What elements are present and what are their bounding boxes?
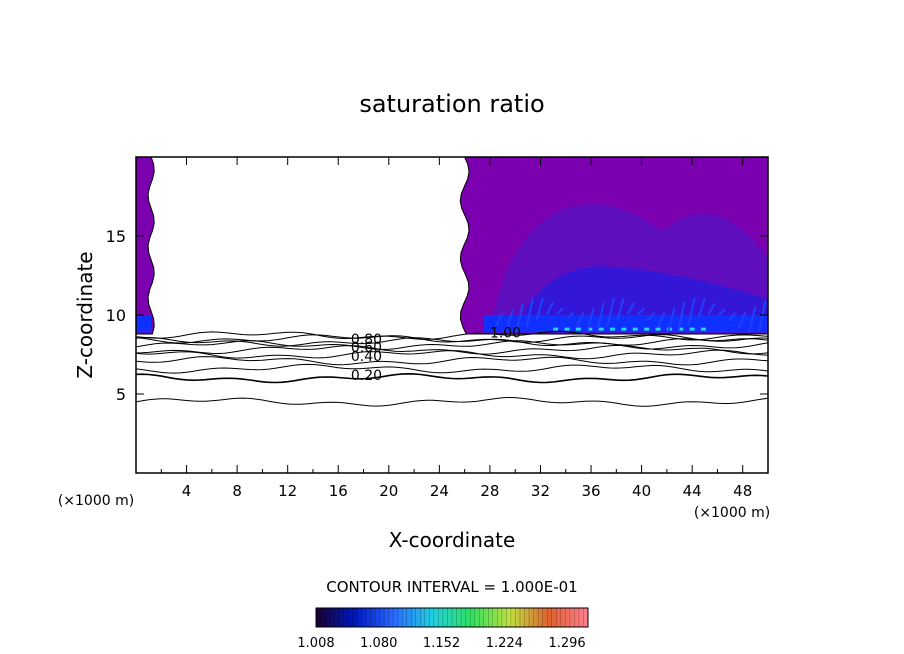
- x-tick-label: 16: [329, 482, 348, 500]
- turbulence-streak: [616, 297, 625, 320]
- turbulence-streak: [566, 311, 575, 320]
- contour-line: [136, 334, 768, 344]
- turbulence-streak: [576, 312, 585, 327]
- highlight-speck: [632, 327, 638, 331]
- turbulence-streak: [525, 298, 534, 328]
- turbulence-streak: [657, 312, 666, 328]
- turbulence-streak: [637, 308, 645, 316]
- contour-line: [136, 330, 768, 341]
- contour-label: 0.60: [351, 340, 382, 356]
- x-tick-label: 44: [683, 482, 702, 500]
- saturation-base-band-left: [136, 315, 152, 333]
- turbulence-streak: [647, 312, 655, 321]
- y-axis-label: Z-coordinate: [73, 251, 97, 378]
- contour-line: [136, 344, 768, 355]
- supersaturation-fill: [136, 157, 768, 335]
- turbulence-streak: [758, 300, 767, 331]
- turbulence-streak: [556, 307, 564, 315]
- contour-line: [136, 372, 768, 384]
- turbulence-streak: [535, 297, 544, 321]
- turbulence-streak: [545, 301, 555, 315]
- highlight-speck: [564, 327, 570, 331]
- turbulence-streak: [697, 298, 706, 319]
- highlight-speck: [689, 327, 695, 331]
- x-axis-label: X-coordinate: [389, 528, 516, 552]
- turbulence-streak: [596, 302, 605, 332]
- turbulence-streak: [626, 302, 635, 315]
- turbulence-streak: [606, 298, 615, 327]
- turbulence-streak: [586, 308, 595, 332]
- turbulence-streak: [495, 312, 504, 326]
- x-tick-label: 36: [581, 482, 600, 500]
- highlight-speck: [644, 327, 650, 331]
- y-tick-label: 5: [116, 385, 126, 404]
- highlight-speck: [701, 327, 707, 331]
- supersaturated-region: [136, 157, 155, 335]
- contour-labels: 0.20 0.400.600.80 1.00: [351, 326, 521, 385]
- y-axis-ticks: 5 10 15: [106, 227, 768, 404]
- x-tick-label: 48: [733, 482, 752, 500]
- highlight-speck: [575, 327, 581, 331]
- x-tick-label: 8: [232, 482, 242, 500]
- highlight-speck: [553, 327, 559, 331]
- highlight-speck: [610, 327, 615, 331]
- x-axis-ticks: 4 8 12 16 20 24 28 32 36 40 44 48: [160, 157, 752, 500]
- turbulence-streak: [505, 309, 514, 332]
- highlight-speck: [598, 327, 604, 331]
- turbulence-streak: [677, 301, 686, 332]
- chart-title: saturation ratio: [359, 90, 544, 118]
- turbulence-streak: [748, 306, 757, 333]
- contour-label: 0.80: [351, 332, 382, 348]
- contour-line: [136, 363, 768, 374]
- turbulence-streak: [687, 297, 696, 326]
- highlight-speck: [655, 327, 661, 331]
- contour-label: 0.40: [351, 349, 382, 365]
- x-tick-label: 24: [430, 482, 449, 500]
- contour-line: [136, 396, 768, 407]
- turbulence-streak: [707, 303, 716, 315]
- y-tick-label: 10: [106, 306, 126, 325]
- x-tick-label: 4: [182, 482, 192, 500]
- turbulence-streak: [737, 311, 747, 329]
- contour-label: 0.20: [351, 368, 382, 384]
- turbulence-streak: [515, 303, 524, 333]
- x-unit-label: (×1000 m): [694, 505, 770, 521]
- contour-line: [136, 349, 768, 360]
- z-unit-label: (×1000 m): [58, 493, 134, 509]
- x-tick-label: 40: [632, 482, 651, 500]
- x-tick-label: 32: [531, 482, 550, 500]
- turbulence-streak: [728, 312, 736, 322]
- contour-lines: [136, 330, 768, 407]
- colorbar-tick-label: 1.080: [360, 636, 397, 651]
- x-tick-label: 28: [480, 482, 499, 500]
- x-tick-label: 12: [278, 482, 297, 500]
- colorbar-ticks: 1.008 1.080 1.152 1.224 1.296: [297, 608, 586, 651]
- colorbar-tick-label: 1.296: [548, 636, 585, 651]
- highlight-speck: [587, 327, 593, 331]
- colorbar-tick-label: 1.224: [486, 636, 523, 651]
- contour-interval-text: CONTOUR INTERVAL = 1.000E-01: [326, 578, 577, 596]
- contour-line: [136, 356, 768, 366]
- highlight-speck: [678, 327, 684, 331]
- x-tick-label: 20: [379, 482, 398, 500]
- turbulence-streak: [718, 308, 726, 316]
- contour-label: 1.00: [490, 326, 521, 342]
- colorbar-tick-label: 1.152: [423, 636, 460, 651]
- y-tick-label: 15: [106, 227, 126, 246]
- turbulence-streak: [667, 307, 676, 333]
- contour-line: [136, 336, 768, 347]
- colorbar-tick-label: 1.008: [297, 636, 334, 651]
- highlight-speck: [621, 327, 627, 331]
